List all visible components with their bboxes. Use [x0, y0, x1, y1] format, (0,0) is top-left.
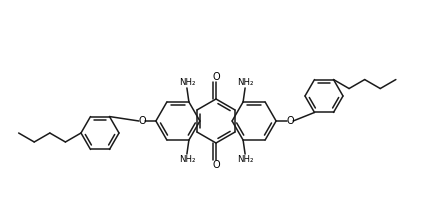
- Text: NH₂: NH₂: [237, 78, 253, 88]
- Text: NH₂: NH₂: [237, 155, 253, 164]
- Text: O: O: [138, 116, 146, 126]
- Text: NH₂: NH₂: [179, 155, 195, 164]
- Text: O: O: [212, 72, 220, 81]
- Text: O: O: [286, 116, 294, 126]
- Text: NH₂: NH₂: [179, 78, 195, 88]
- Text: O: O: [212, 161, 220, 170]
